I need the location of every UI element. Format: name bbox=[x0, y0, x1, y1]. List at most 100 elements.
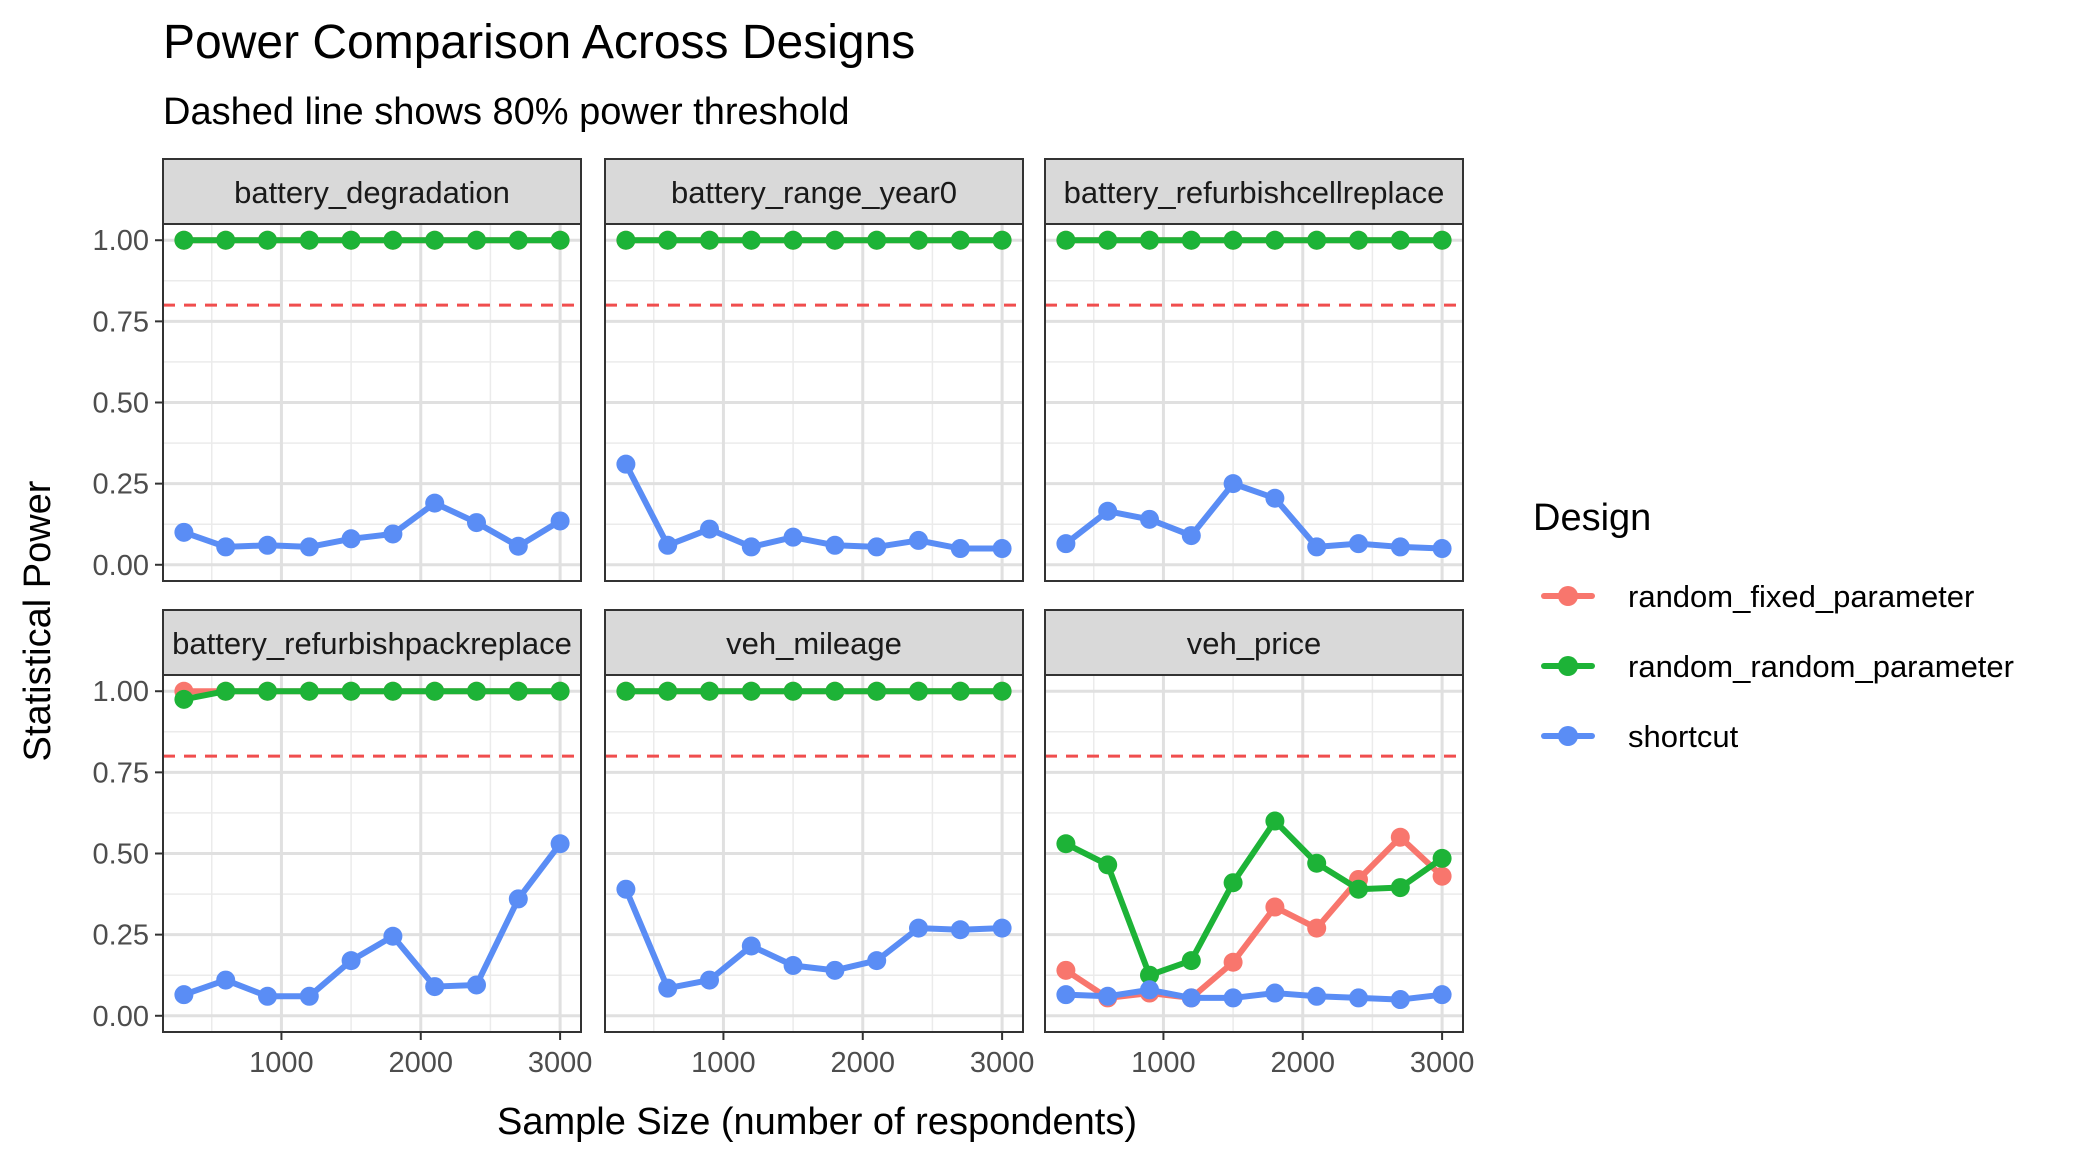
facet-strip-label: battery_refurbishcellreplace bbox=[1064, 175, 1445, 210]
x-tick-label: 3000 bbox=[528, 1047, 593, 1079]
data-point-shortcut bbox=[1056, 985, 1076, 1005]
legend-key-point bbox=[1558, 586, 1578, 606]
panel-series bbox=[1056, 230, 1452, 559]
data-point-random-random-parameter bbox=[1056, 834, 1076, 854]
data-point-random-random-parameter bbox=[467, 230, 486, 250]
data-point-random-random-parameter bbox=[1223, 873, 1243, 893]
data-point-random-random-parameter bbox=[508, 681, 528, 701]
facet-strip bbox=[604, 158, 1024, 225]
data-point-shortcut bbox=[992, 918, 1012, 938]
y-tick-label: 0.50 bbox=[93, 839, 149, 871]
y-tick-label: 1.00 bbox=[93, 676, 149, 708]
chart-title: Power Comparison Across Designs bbox=[163, 16, 915, 69]
data-point-random-random-parameter bbox=[950, 230, 970, 250]
x-tick-label: 2000 bbox=[1271, 1047, 1336, 1079]
series-line-shortcut bbox=[622, 461, 1006, 552]
data-point-random-random-parameter bbox=[909, 230, 928, 250]
data-point-shortcut bbox=[1098, 501, 1118, 521]
data-point-shortcut bbox=[425, 493, 445, 513]
data-point-shortcut bbox=[341, 529, 361, 549]
data-point-random-random-parameter bbox=[258, 681, 277, 701]
data-point-shortcut bbox=[508, 536, 528, 556]
panel-series bbox=[616, 230, 1012, 559]
data-point-shortcut bbox=[867, 951, 887, 971]
facet-panel: battery_range_year0 bbox=[604, 158, 1024, 582]
data-point-shortcut bbox=[258, 986, 277, 1006]
data-point-random-fixed-parameter bbox=[1223, 952, 1243, 972]
data-point-random-random-parameter bbox=[425, 681, 445, 701]
y-tick-label: 0.75 bbox=[93, 306, 149, 338]
facet-panel: veh_mileage 1000 2000 3000 bbox=[604, 609, 1034, 1079]
data-point-random-random-parameter bbox=[1390, 230, 1410, 250]
data-point-random-random-parameter bbox=[741, 681, 761, 701]
data-point-shortcut bbox=[1181, 526, 1201, 546]
data-point-random-random-parameter bbox=[174, 689, 194, 709]
data-point-shortcut bbox=[1432, 539, 1452, 559]
data-point-random-random-parameter bbox=[658, 230, 678, 250]
data-point-random-random-parameter bbox=[1265, 230, 1285, 250]
data-point-shortcut bbox=[299, 986, 319, 1006]
facet-panel: battery_refurbishpackreplace 0.00 0.25 0.50… bbox=[93, 609, 593, 1079]
data-point-shortcut bbox=[1349, 534, 1368, 554]
series-line-random-random-parameter bbox=[1062, 818, 1446, 979]
panel-series bbox=[174, 681, 570, 1006]
facet-panel: battery_degradation 0.00 0.25 0.50 0.75 1.00 bbox=[93, 158, 582, 582]
data-point-shortcut bbox=[658, 535, 678, 555]
data-point-random-random-parameter bbox=[1349, 230, 1368, 250]
data-point-shortcut bbox=[825, 960, 845, 980]
data-point-shortcut bbox=[825, 535, 845, 555]
facet-panel: veh_price 1000 2000 3000 bbox=[1044, 609, 1474, 1079]
data-point-random-random-parameter bbox=[658, 681, 678, 701]
data-point-random-random-parameter bbox=[992, 681, 1012, 701]
legend: Design random_fixed_parameter random_rand… bbox=[1533, 497, 2014, 754]
data-point-shortcut bbox=[1223, 988, 1243, 1008]
data-point-shortcut bbox=[1140, 509, 1159, 529]
data-point-random-fixed-parameter bbox=[1307, 918, 1327, 938]
data-point-shortcut bbox=[616, 454, 636, 474]
data-point-shortcut bbox=[1307, 986, 1327, 1006]
legend-key-point bbox=[1558, 726, 1578, 746]
data-point-random-random-parameter bbox=[825, 230, 845, 250]
panel-series bbox=[174, 230, 570, 557]
data-point-random-fixed-parameter bbox=[1265, 897, 1285, 917]
data-point-shortcut bbox=[867, 537, 887, 557]
data-point-random-random-parameter bbox=[909, 681, 928, 701]
data-point-shortcut bbox=[616, 879, 636, 899]
x-tick-label: 1000 bbox=[1131, 1047, 1196, 1079]
data-point-random-random-parameter bbox=[1307, 230, 1327, 250]
facet-panels: battery_degradation0.000.250.500.751.00b… bbox=[93, 158, 1474, 1079]
data-point-shortcut bbox=[700, 970, 719, 990]
data-point-shortcut bbox=[550, 511, 570, 531]
data-point-random-random-parameter bbox=[1390, 878, 1410, 898]
data-point-shortcut bbox=[1223, 474, 1243, 494]
data-point-random-random-parameter bbox=[825, 681, 845, 701]
panel-series bbox=[616, 681, 1012, 998]
series-line-shortcut bbox=[180, 500, 564, 550]
data-point-shortcut bbox=[1265, 488, 1285, 508]
facet-strip-label: veh_mileage bbox=[726, 626, 902, 661]
x-tick-label: 1000 bbox=[691, 1047, 756, 1079]
chart-subtitle: Dashed line shows 80% power threshold bbox=[163, 91, 850, 133]
y-tick-label: 0.50 bbox=[93, 388, 149, 420]
data-point-shortcut bbox=[1265, 983, 1285, 1003]
panel-series bbox=[1056, 811, 1452, 1010]
data-point-random-random-parameter bbox=[1181, 951, 1201, 971]
y-tick-label: 0.25 bbox=[93, 920, 149, 952]
y-tick-label: 1.00 bbox=[93, 225, 149, 257]
data-point-random-random-parameter bbox=[550, 230, 570, 250]
data-point-shortcut bbox=[216, 970, 236, 990]
data-point-random-random-parameter bbox=[1432, 230, 1452, 250]
data-point-random-random-parameter bbox=[425, 230, 445, 250]
data-point-random-random-parameter bbox=[258, 230, 277, 250]
data-point-shortcut bbox=[1181, 988, 1201, 1008]
data-point-random-random-parameter bbox=[1223, 230, 1243, 250]
data-point-random-random-parameter bbox=[216, 230, 236, 250]
data-point-shortcut bbox=[383, 524, 403, 544]
data-point-shortcut bbox=[467, 513, 486, 533]
data-point-shortcut bbox=[950, 920, 970, 940]
data-point-random-random-parameter bbox=[616, 230, 636, 250]
panel-grid bbox=[1045, 224, 1463, 581]
x-tick-label: 2000 bbox=[389, 1047, 454, 1079]
